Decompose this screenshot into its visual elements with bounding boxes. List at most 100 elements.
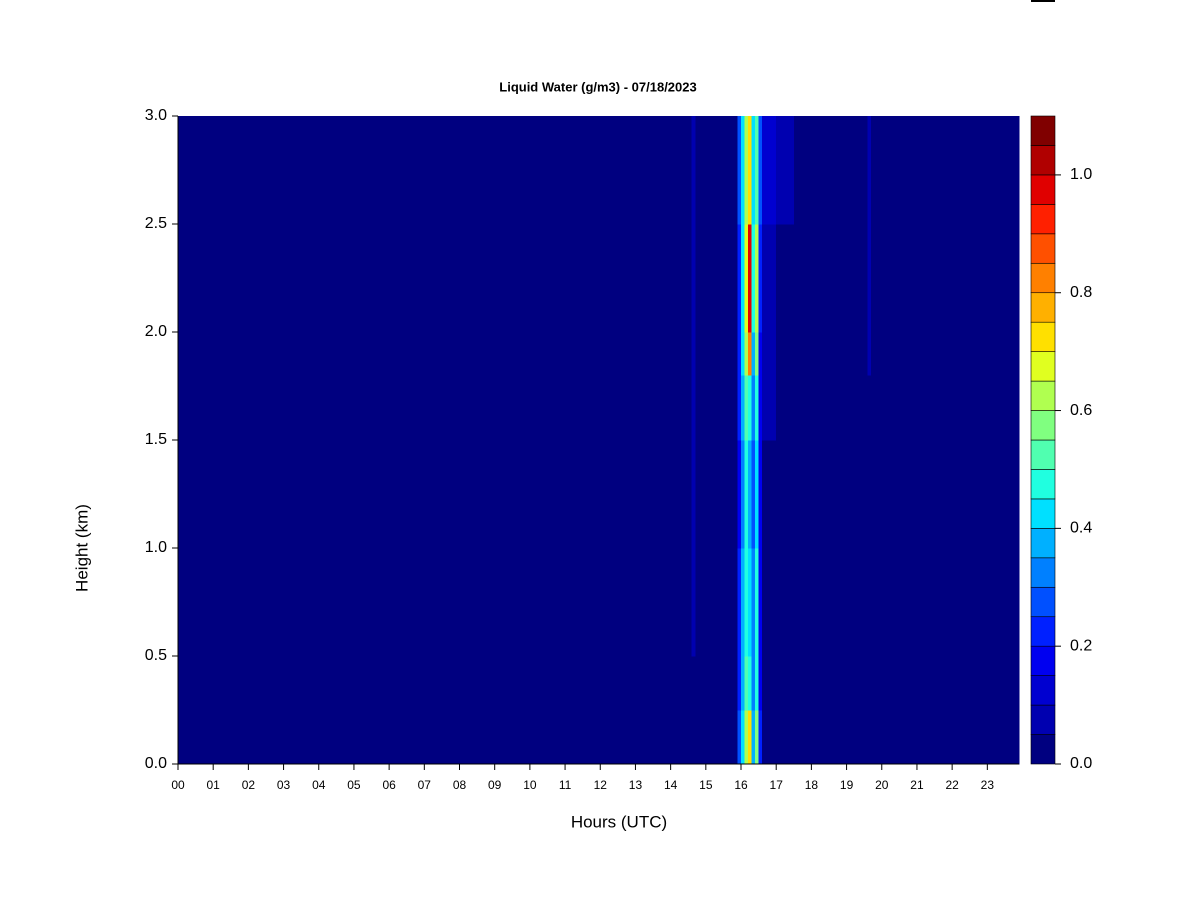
x-axis-label: Hours (UTC) — [571, 812, 667, 831]
heat-cell — [867, 116, 872, 225]
heat-cell — [741, 116, 745, 225]
heat-cell — [793, 116, 869, 225]
heat-cell — [741, 656, 745, 711]
x-tick-label: 06 — [382, 778, 396, 792]
heat-cell — [691, 116, 696, 225]
heat-cell — [755, 548, 760, 657]
colorbar-band — [1030, 645, 1056, 676]
y-tick-label: 1.0 — [145, 539, 167, 556]
heat-cell — [755, 332, 760, 376]
heat-cell — [776, 375, 795, 441]
colorbar-band — [1030, 410, 1056, 441]
y-tick-label: 2.0 — [145, 323, 167, 340]
heat-cell — [755, 375, 760, 441]
y-tick-label: 0.5 — [145, 647, 167, 664]
heat-cell — [748, 710, 752, 765]
x-tick-label: 04 — [312, 778, 326, 792]
heat-cell — [867, 656, 872, 711]
heat-cell — [751, 548, 756, 657]
colorbar-band — [1030, 557, 1056, 588]
heat-cell — [762, 710, 777, 765]
heat-cell — [793, 548, 869, 657]
x-tick-label: 17 — [770, 778, 784, 792]
heat-cell — [691, 224, 696, 333]
heat-cell — [776, 656, 795, 711]
heat-cell — [744, 710, 749, 765]
heat-cell — [776, 710, 795, 765]
heat-cell — [762, 332, 777, 376]
heat-cell — [744, 548, 749, 657]
heat-cell — [793, 332, 869, 376]
heat-cell — [748, 656, 752, 711]
heat-cell — [871, 710, 1020, 765]
heat-cell — [755, 224, 760, 333]
heat-cell — [762, 656, 777, 711]
heat-cell — [741, 375, 745, 441]
heat-cell — [871, 332, 1020, 376]
heat-cell — [737, 710, 742, 765]
colorbar-band — [1030, 351, 1056, 382]
heat-cell — [793, 440, 869, 549]
x-tick-label: 05 — [347, 778, 361, 792]
heat-cell — [178, 116, 693, 225]
heat-cell — [748, 332, 752, 376]
heat-cell — [755, 656, 760, 711]
colorbar-band — [1030, 734, 1056, 765]
heat-cell — [871, 440, 1020, 549]
x-tick-label: 07 — [418, 778, 432, 792]
y-tick-label: 2.5 — [145, 215, 167, 232]
heat-cell — [758, 440, 763, 549]
heat-cell — [776, 332, 795, 376]
heat-cell — [695, 656, 738, 711]
heat-cell — [758, 375, 763, 441]
heat-cell — [695, 440, 738, 549]
heat-cell — [178, 440, 693, 549]
heat-cell — [695, 332, 738, 376]
heat-cell — [737, 375, 742, 441]
colorbar-band — [1030, 616, 1056, 647]
chart-title: Liquid Water (g/m3) - 07/18/2023 — [499, 79, 696, 94]
heat-cell — [691, 375, 696, 441]
heat-cell — [691, 548, 696, 657]
x-tick-label: 19 — [840, 778, 854, 792]
x-tick-label: 15 — [699, 778, 713, 792]
heat-cell — [793, 710, 869, 765]
colorbar-band — [1030, 145, 1056, 176]
heat-cell — [758, 116, 763, 225]
x-tick-label: 11 — [559, 778, 572, 792]
heat-cell — [776, 548, 795, 657]
heat-cell — [762, 375, 777, 441]
heat-cell — [755, 440, 760, 549]
heat-cell — [178, 548, 693, 657]
heat-cell — [867, 224, 872, 333]
colorbar-band — [1030, 675, 1056, 706]
heat-cell — [751, 710, 756, 765]
x-tick-label: 13 — [629, 778, 643, 792]
x-tick-label: 20 — [875, 778, 889, 792]
y-tick-label: 0.0 — [145, 755, 167, 772]
heat-cell — [793, 656, 869, 711]
colorbar-band — [1030, 233, 1056, 264]
colorbar-band — [1030, 498, 1056, 529]
heat-cell — [695, 710, 738, 765]
heat-cell — [695, 548, 738, 657]
colorbar-tick-label: 0.4 — [1070, 520, 1092, 537]
colorbar-tick-label: 0.8 — [1070, 284, 1092, 301]
heat-cell — [178, 224, 693, 333]
heat-cell — [776, 224, 795, 333]
colorbar-band — [1030, 380, 1056, 411]
colorbar-band — [1030, 262, 1056, 294]
heat-cell — [871, 656, 1020, 711]
y-tick-label: 3.0 — [145, 107, 167, 124]
colorbar-band — [1030, 292, 1056, 323]
heat-cell — [751, 440, 756, 549]
heat-cell — [751, 656, 756, 711]
heat-cell — [755, 710, 760, 765]
x-tick-label: 03 — [277, 778, 291, 792]
heat-cell — [741, 548, 745, 657]
colorbar-band — [1030, 204, 1056, 235]
colorbar-band — [1030, 528, 1056, 559]
colorbar-band — [1030, 115, 1056, 146]
x-tick-label: 02 — [242, 778, 256, 792]
